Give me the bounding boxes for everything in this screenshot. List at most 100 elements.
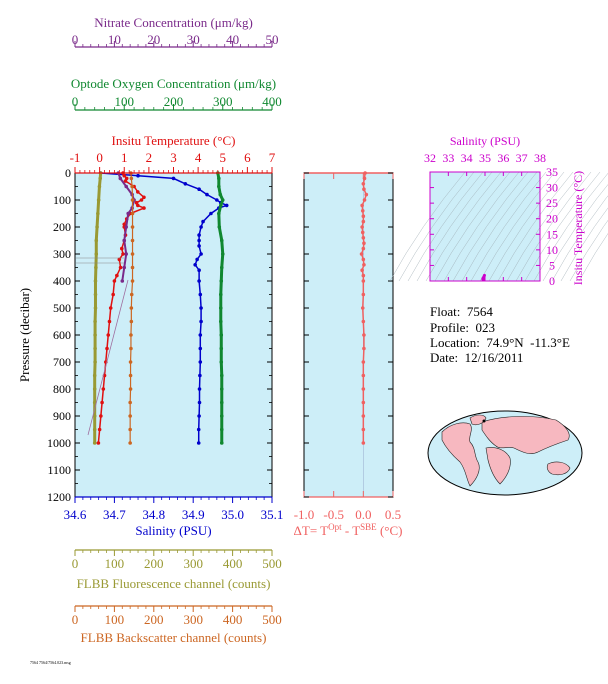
salinity-tick-label: 35.1 xyxy=(261,507,284,522)
ts-y-axis-label: Insitu Temperature (°C) xyxy=(571,171,585,285)
pressure-tick-label: 900 xyxy=(53,409,71,423)
delta-point xyxy=(362,263,366,267)
salinity-point xyxy=(197,414,201,418)
nitrate-point xyxy=(122,238,127,243)
ts-y-tick-label: 15 xyxy=(546,227,558,241)
date-value: 12/16/2011 xyxy=(464,350,524,365)
oxygen-point xyxy=(218,203,223,208)
density-contour xyxy=(569,219,608,282)
float-label: Float: xyxy=(430,304,461,319)
density-contour xyxy=(506,171,583,282)
pressure-tick-label: 1100 xyxy=(47,463,71,477)
oxygen-point xyxy=(217,176,221,181)
map-land-eurasia xyxy=(481,416,570,454)
density-contour xyxy=(389,171,466,282)
backscatter-point xyxy=(130,211,135,216)
delta-point xyxy=(361,236,366,240)
nitrate-tick-label: 30 xyxy=(187,32,200,47)
fluorescence-point xyxy=(94,252,99,256)
salinity-point xyxy=(198,292,203,297)
salinity-point xyxy=(205,192,209,197)
oxygen-point xyxy=(218,192,223,197)
salinity-point xyxy=(197,279,201,283)
fluorescence-point xyxy=(92,400,97,405)
delta-point xyxy=(360,268,364,273)
profile-panel-background xyxy=(75,173,272,497)
delta-point xyxy=(364,192,369,197)
backscatter-point xyxy=(129,306,134,310)
salinity-point xyxy=(197,400,202,405)
oxygen-point xyxy=(219,400,224,405)
density-contour xyxy=(407,171,484,282)
temperature-point xyxy=(123,179,128,183)
delta-axis-label: ΔT= TOpt - TSBE (°C) xyxy=(294,522,403,538)
delta-point xyxy=(361,273,366,278)
backscatter-tick-label: 500 xyxy=(262,612,282,627)
pressure-tick-label: 700 xyxy=(53,355,71,369)
oxygen-point xyxy=(218,319,223,324)
backscatter-point xyxy=(130,265,135,270)
pressure-tick-label: 1200 xyxy=(47,490,71,504)
pressure-axis-label: Pressure (decibar) xyxy=(17,288,32,382)
oxygen-point xyxy=(219,360,224,364)
salinity-tick-label: 34.9 xyxy=(182,507,205,522)
delta-point xyxy=(361,219,366,224)
salinity-axis-label: Salinity (PSU) xyxy=(135,523,211,538)
salinity-point xyxy=(136,173,140,178)
backscatter-point xyxy=(129,346,133,351)
delta-point xyxy=(361,319,366,324)
fluorescence-line xyxy=(93,172,103,443)
ts-x-tick-label: 34 xyxy=(461,151,473,165)
density-contour xyxy=(515,171,592,282)
temperature-point xyxy=(122,173,127,178)
ts-y-tick-label: 20 xyxy=(546,212,558,226)
temperature-point xyxy=(124,176,129,181)
salinity-point xyxy=(197,238,201,243)
nitrate-point xyxy=(124,252,129,256)
pressure-tick-label: 400 xyxy=(53,274,71,288)
backscatter-point xyxy=(130,279,135,283)
map-land-greenland xyxy=(469,414,487,426)
fluorescence-point xyxy=(93,333,97,337)
backscatter-axis-label: FLBB Backscatter channel (counts) xyxy=(81,630,267,645)
salinity-point xyxy=(193,263,197,267)
salinity-point xyxy=(195,257,199,262)
temperature-point xyxy=(118,265,123,270)
salinity-point xyxy=(199,252,203,256)
pressure-tick-label: 200 xyxy=(53,220,71,234)
salinity-point xyxy=(201,219,205,224)
location-label: Location: xyxy=(430,335,480,350)
ts-x-tick-label: 37 xyxy=(516,151,528,165)
temperature-tick-label: 7 xyxy=(269,150,276,165)
delta-point xyxy=(361,427,366,432)
delta-point xyxy=(361,441,366,445)
temperature-point xyxy=(122,222,127,227)
salinity-point xyxy=(209,211,213,216)
fluorescence-point xyxy=(92,441,97,445)
oxygen-point xyxy=(218,292,223,297)
delta-point xyxy=(362,333,366,337)
nitrate-point xyxy=(118,176,123,181)
salinity-point xyxy=(199,306,203,310)
delta-point xyxy=(360,225,364,229)
salinity-point xyxy=(198,373,202,378)
oxygen-point xyxy=(219,333,224,337)
ts-x-axis-label: Salinity (PSU) xyxy=(450,134,520,148)
salinity-point xyxy=(197,187,201,191)
fluorescence-tick-label: 0 xyxy=(72,556,79,571)
ts-y-tick-label: 5 xyxy=(549,258,555,272)
salinity-tick-label: 34.8 xyxy=(142,507,165,522)
temperature-tick-label: 0 xyxy=(96,150,103,165)
delta-point xyxy=(360,203,364,208)
delta-point xyxy=(361,360,366,364)
oxygen-point xyxy=(217,184,221,189)
salinity-point xyxy=(197,387,202,391)
temperature-tick-label: 1 xyxy=(121,150,128,165)
temperature-point xyxy=(97,427,102,432)
backscatter-point xyxy=(129,292,134,297)
fluorescence-point xyxy=(92,427,97,432)
density-contour xyxy=(479,171,556,282)
nitrate-tick-label: 40 xyxy=(226,32,239,47)
